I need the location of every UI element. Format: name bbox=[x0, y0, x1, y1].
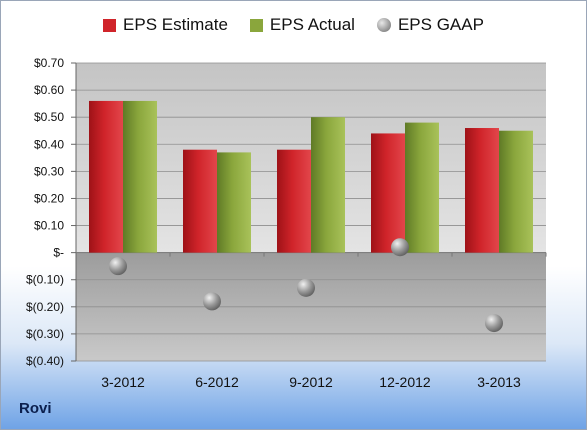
legend-label-actual: EPS Actual bbox=[269, 15, 355, 34]
point-eps-gaap bbox=[391, 238, 409, 257]
x-tick-label: 12-2012 bbox=[379, 374, 431, 390]
bar-eps-estimate bbox=[465, 128, 499, 253]
legend-item-estimate: EPS Estimate bbox=[103, 15, 228, 35]
x-tick-label: 3-2012 bbox=[101, 374, 145, 390]
legend-swatch-gaap bbox=[376, 18, 391, 32]
legend-swatch-estimate bbox=[103, 18, 117, 32]
y-tick-label: $- bbox=[53, 246, 64, 260]
legend-label-estimate: EPS Estimate bbox=[123, 15, 228, 34]
y-tick-label: $(0.10) bbox=[26, 273, 64, 287]
y-tick-label: $0.70 bbox=[34, 56, 64, 70]
y-tick-label: $0.30 bbox=[34, 164, 64, 178]
x-tick-label: 6-2012 bbox=[195, 374, 239, 390]
legend: EPS Estimate EPS Actual EPS GAAP bbox=[1, 15, 586, 35]
bar-eps-actual bbox=[499, 130, 533, 253]
point-eps-gaap bbox=[203, 292, 221, 311]
y-tick-label: $(0.30) bbox=[26, 327, 64, 341]
y-tick-label: $(0.40) bbox=[26, 354, 64, 368]
y-tick-label: $0.50 bbox=[34, 110, 64, 124]
point-eps-gaap bbox=[109, 257, 127, 276]
bar-eps-estimate bbox=[89, 100, 123, 253]
legend-item-actual: EPS Actual bbox=[249, 15, 355, 35]
point-eps-gaap bbox=[485, 314, 503, 333]
bar-eps-estimate bbox=[277, 149, 311, 253]
y-tick-label: $0.60 bbox=[34, 83, 64, 97]
y-tick-label: $0.20 bbox=[34, 191, 64, 205]
x-tick-label: 3-2013 bbox=[477, 374, 521, 390]
legend-label-gaap: EPS GAAP bbox=[397, 15, 484, 34]
x-tick-label: 9-2012 bbox=[289, 374, 333, 390]
point-eps-gaap bbox=[297, 278, 315, 297]
y-tick-label: $0.40 bbox=[34, 137, 64, 151]
bar-eps-actual bbox=[405, 122, 439, 253]
bar-eps-actual bbox=[123, 100, 157, 253]
bar-eps-actual bbox=[311, 117, 345, 253]
bar-eps-estimate bbox=[371, 133, 405, 253]
bar-eps-actual bbox=[217, 152, 251, 253]
bar-eps-estimate bbox=[183, 149, 217, 253]
y-tick-label: $(0.20) bbox=[26, 300, 64, 314]
legend-swatch-actual bbox=[249, 18, 263, 32]
legend-item-gaap: EPS GAAP bbox=[376, 15, 484, 35]
y-tick-label: $0.10 bbox=[34, 219, 64, 233]
company-name: Rovi bbox=[19, 400, 52, 417]
